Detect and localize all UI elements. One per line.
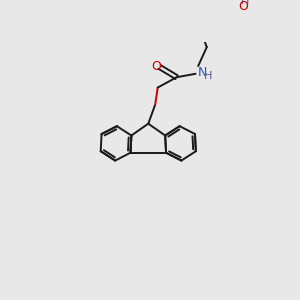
Text: H: H xyxy=(241,0,250,6)
Text: O: O xyxy=(151,59,161,73)
Text: O: O xyxy=(238,0,248,13)
Text: H: H xyxy=(204,71,213,81)
Text: N: N xyxy=(197,66,207,79)
